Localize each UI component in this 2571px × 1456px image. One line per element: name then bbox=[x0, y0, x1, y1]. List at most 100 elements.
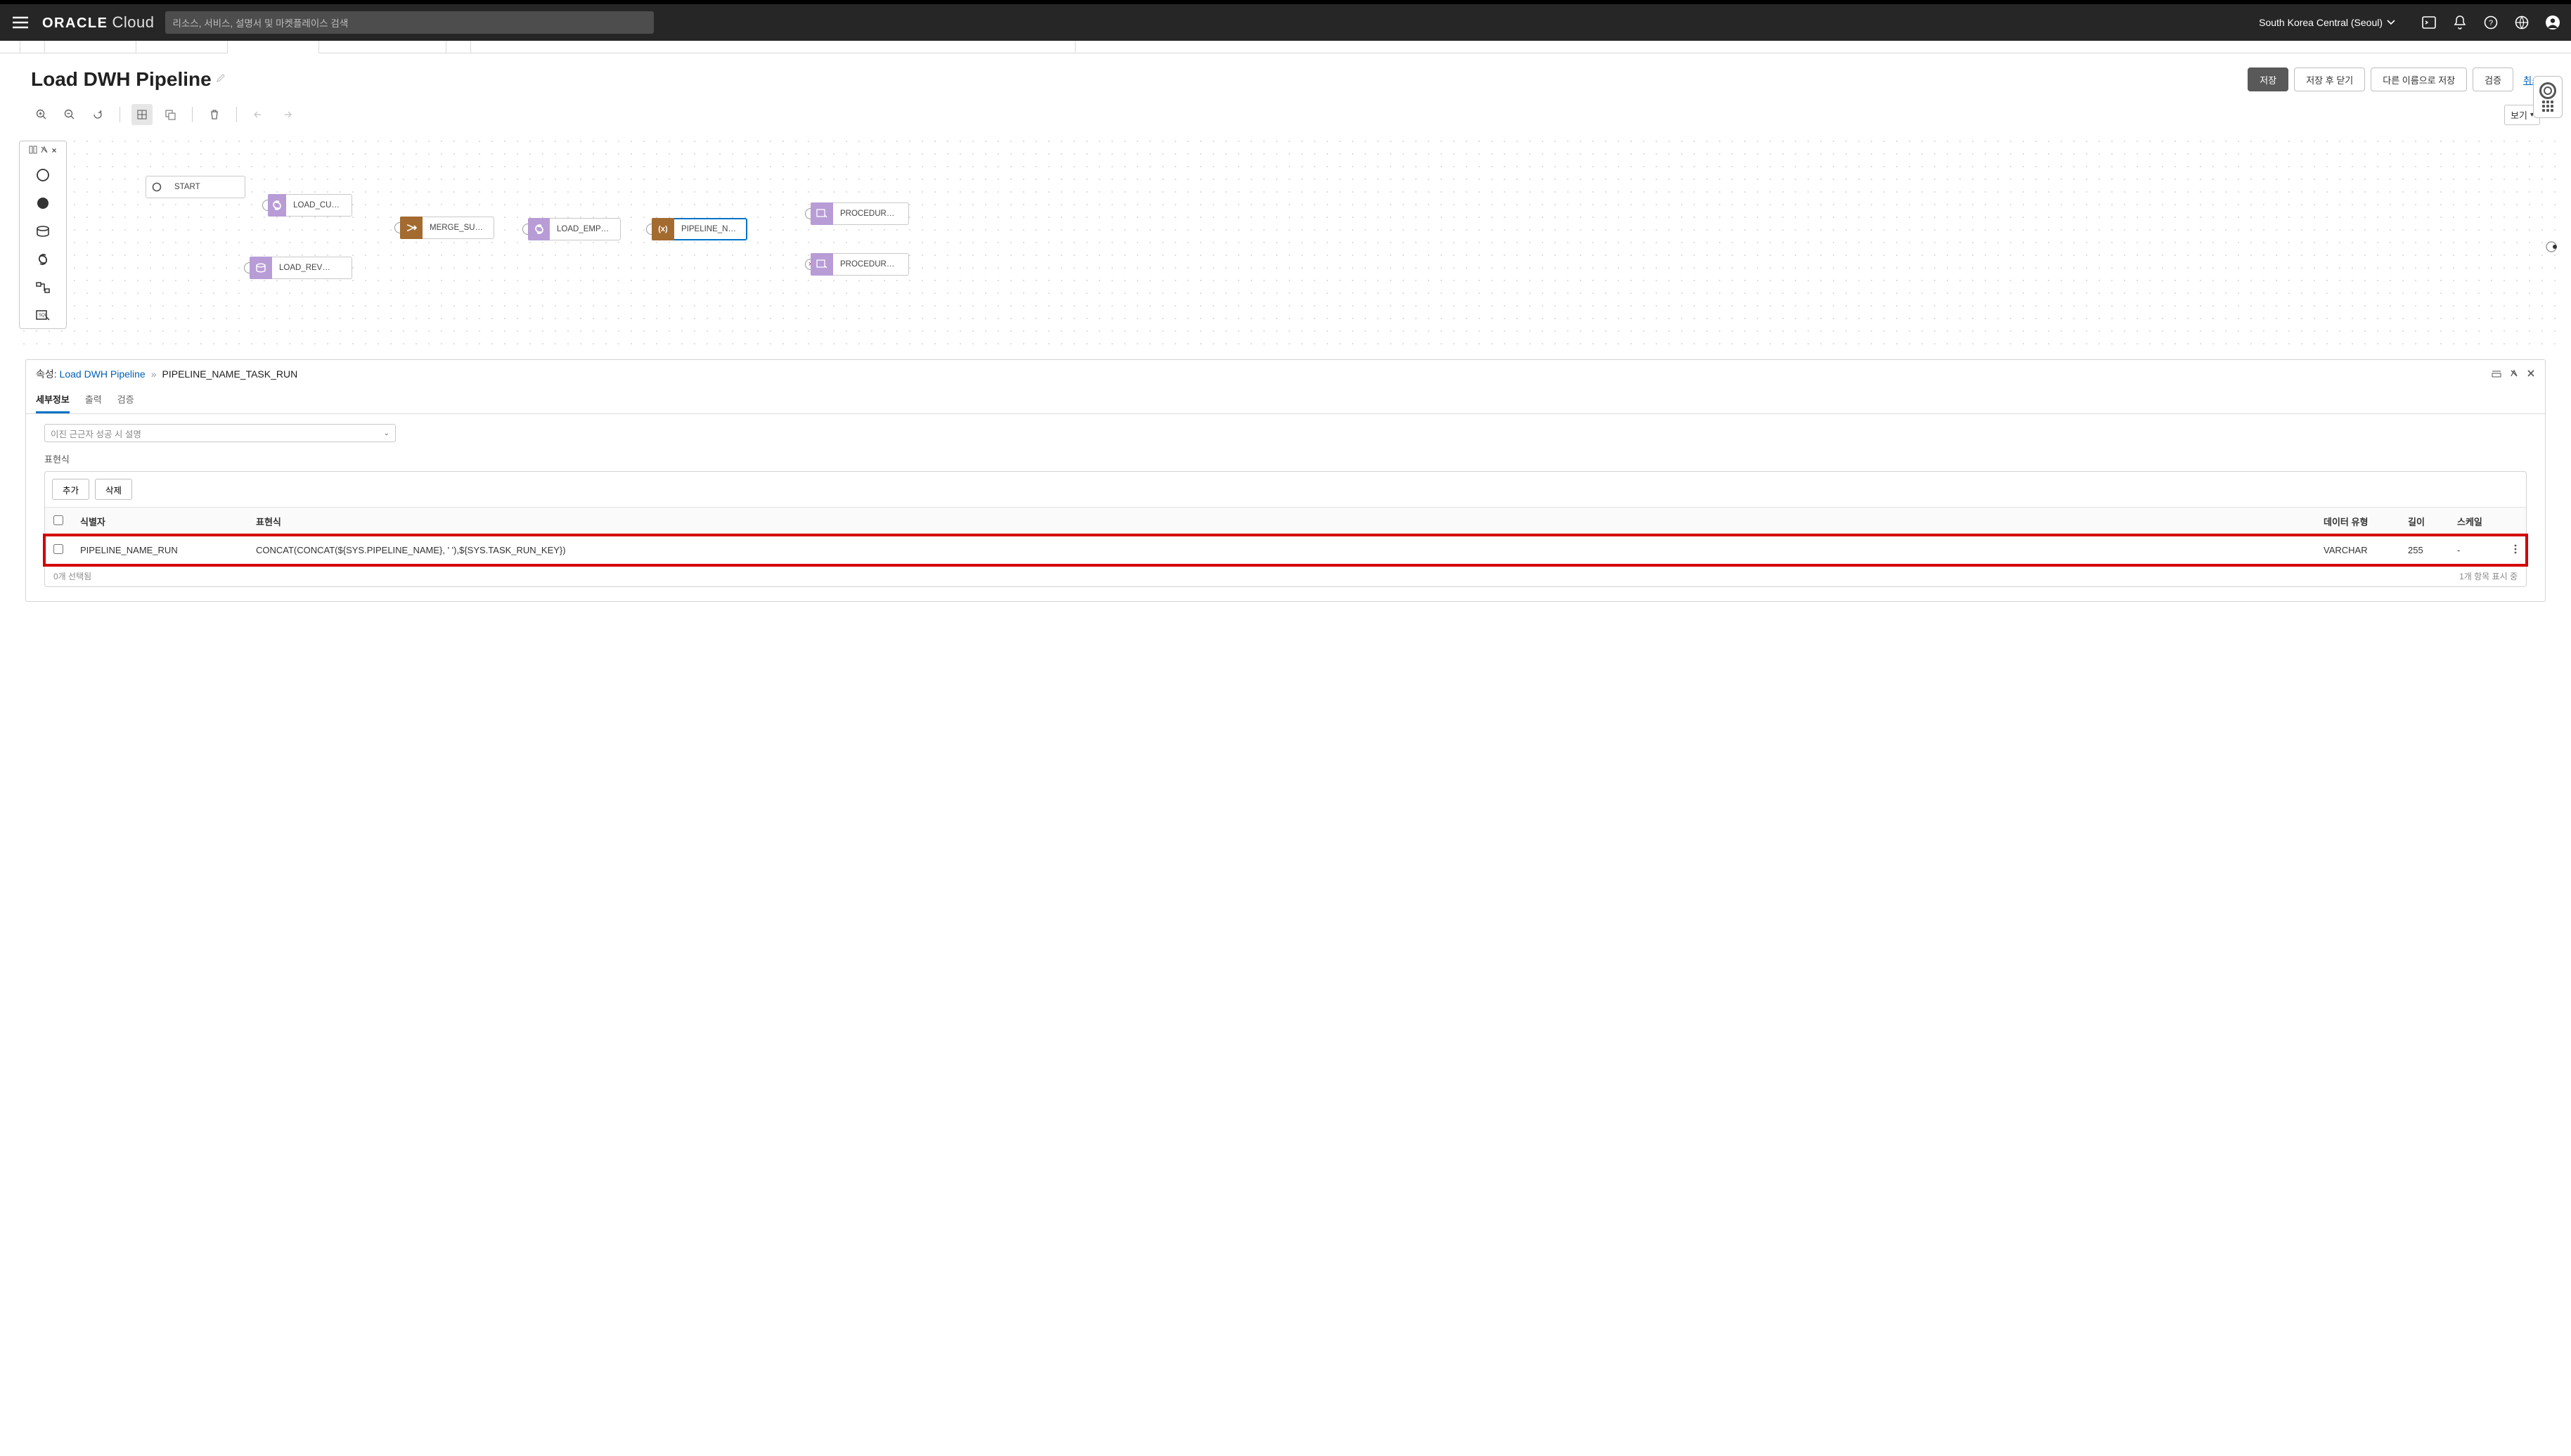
save-as-button[interactable]: 다른 이름으로 저장 bbox=[2371, 67, 2467, 91]
top-header: ORACLE Cloud 리소스, 서비스, 설명서 및 마켓플레이스 검색 S… bbox=[0, 0, 2571, 41]
zoom-in-icon[interactable] bbox=[31, 104, 52, 125]
row-datatype: VARCHAR bbox=[2315, 536, 2399, 565]
table-footer: 0개 선택됨 1개 항목 표시 중 bbox=[45, 565, 2526, 586]
merge-icon bbox=[400, 217, 423, 239]
column-scale: 스케일 bbox=[2449, 508, 2505, 536]
row-checkbox[interactable] bbox=[45, 536, 72, 565]
dev-tools-icon[interactable] bbox=[2421, 14, 2437, 31]
breadcrumb-sep: » bbox=[151, 368, 157, 380]
add-expression-button[interactable]: 추가 bbox=[52, 479, 89, 500]
pipeline-canvas[interactable]: × SQL START bbox=[14, 131, 2557, 349]
save-and-close-button[interactable]: 저장 후 닫기 bbox=[2294, 67, 2365, 91]
palette-dataloader-icon[interactable] bbox=[34, 251, 51, 268]
palette-integration-icon[interactable] bbox=[34, 223, 51, 240]
grid-toggle-icon[interactable] bbox=[131, 104, 153, 125]
page-title-row: Load DWH Pipeline 저장 저장 후 닫기 다른 이름으로 저장 … bbox=[0, 53, 2571, 98]
redo-icon[interactable] bbox=[276, 104, 297, 125]
node-label: PIPELINE_NA… bbox=[674, 225, 745, 233]
palette-end-icon[interactable] bbox=[34, 195, 51, 212]
view-label: 보기 bbox=[2511, 108, 2527, 122]
oracle-cloud-logo[interactable]: ORACLE Cloud bbox=[42, 13, 154, 32]
header-icon-group: ? bbox=[2421, 14, 2561, 31]
edit-title-icon[interactable] bbox=[216, 73, 226, 86]
dropdown-value: 이진 근근자 성공 시 설명 bbox=[51, 427, 141, 440]
logo-cloud-text: Cloud bbox=[112, 13, 154, 32]
node-load-emplo[interactable]: LOAD_EMPLO… bbox=[528, 218, 621, 240]
palette-start-icon[interactable] bbox=[34, 167, 51, 183]
designer-tab[interactable] bbox=[446, 41, 471, 53]
node-load-reven[interactable]: LOAD_REVEN… bbox=[250, 257, 352, 279]
row-identifier: PIPELINE_NAME_RUN bbox=[72, 536, 247, 565]
node-load-custo[interactable]: LOAD_CUSTO… bbox=[268, 194, 352, 217]
designer-tab[interactable] bbox=[45, 41, 136, 53]
node-label: MERGE_SUCC… bbox=[423, 224, 493, 232]
tab-details[interactable]: 세부정보 bbox=[36, 387, 70, 413]
node-label: LOAD_CUSTO… bbox=[286, 201, 352, 210]
properties-tabs: 세부정보 출력 검증 bbox=[26, 387, 2545, 414]
item-count: 1개 항목 표시 중 bbox=[2459, 570, 2518, 582]
row-length: 255 bbox=[2399, 536, 2449, 565]
copy-icon[interactable] bbox=[160, 104, 181, 125]
node-label: PROCEDURE_… bbox=[833, 210, 903, 218]
help-icon[interactable]: ? bbox=[2482, 14, 2499, 31]
dataloader-icon bbox=[268, 194, 286, 217]
designer-tab-active[interactable] bbox=[228, 41, 319, 53]
user-avatar-icon[interactable] bbox=[2544, 14, 2561, 31]
node-pipeline-na[interactable]: (x) PIPELINE_NA… bbox=[652, 218, 747, 240]
panel-maximize-icon[interactable] bbox=[2510, 368, 2518, 380]
node-label: PROCEDURE_… bbox=[833, 260, 903, 269]
delete-expression-button[interactable]: 삭제 bbox=[95, 479, 132, 500]
breadcrumb-current: PIPELINE_NAME_TASK_RUN bbox=[162, 368, 298, 380]
tab-validate[interactable]: 검증 bbox=[117, 387, 134, 413]
svg-text:SQL: SQL bbox=[39, 314, 48, 318]
panel-minimize-icon[interactable] bbox=[2492, 368, 2501, 380]
sql-icon bbox=[811, 253, 833, 276]
node-start[interactable]: START bbox=[146, 176, 245, 198]
grid-dots-icon bbox=[2542, 101, 2553, 112]
designer-tabs-row bbox=[0, 41, 2571, 53]
trigger-condition-dropdown[interactable]: 이진 근근자 성공 시 설명 ⌄ bbox=[44, 424, 396, 442]
page-title: Load DWH Pipeline bbox=[31, 68, 212, 91]
palette-pipeline-icon[interactable] bbox=[34, 279, 51, 296]
node-label: LOAD_EMPLO… bbox=[550, 225, 620, 233]
expression-section-label: 표현식 bbox=[44, 452, 2527, 465]
region-selector[interactable]: South Korea Central (Seoul) bbox=[2259, 17, 2395, 28]
designer-tab[interactable] bbox=[20, 41, 45, 53]
node-procedure-2[interactable]: PROCEDURE_… bbox=[811, 253, 909, 276]
hamburger-menu-icon[interactable] bbox=[10, 12, 31, 34]
undo-icon[interactable] bbox=[248, 104, 269, 125]
tab-output[interactable]: 출력 bbox=[85, 387, 102, 413]
lifesaver-icon bbox=[2539, 82, 2556, 99]
canvas-toolbar: 보기 ▾ bbox=[0, 98, 2571, 131]
designer-tab[interactable] bbox=[136, 41, 228, 53]
palette-header-icons[interactable]: × bbox=[29, 146, 56, 155]
panel-close-icon[interactable] bbox=[2527, 368, 2535, 380]
logo-oracle-text: ORACLE bbox=[42, 15, 108, 32]
node-end-port[interactable] bbox=[2545, 240, 2558, 257]
expression-row[interactable]: PIPELINE_NAME_RUN CONCAT(CONCAT(${SYS.PI… bbox=[45, 536, 2526, 565]
operator-palette: × SQL bbox=[19, 141, 67, 329]
sql-icon bbox=[811, 202, 833, 225]
row-actions-menu-icon[interactable] bbox=[2505, 536, 2526, 565]
designer-tab[interactable] bbox=[471, 41, 1076, 53]
row-expression: CONCAT(CONCAT(${SYS.PIPELINE_NAME}, ' ')… bbox=[247, 536, 2315, 565]
validate-button[interactable]: 검증 bbox=[2473, 67, 2513, 91]
global-search-input[interactable]: 리소스, 서비스, 설명서 및 마켓플레이스 검색 bbox=[165, 11, 654, 34]
notifications-icon[interactable] bbox=[2451, 14, 2468, 31]
selection-count: 0개 선택됨 bbox=[53, 570, 91, 582]
column-length: 길이 bbox=[2399, 508, 2449, 536]
select-all-checkbox-header[interactable] bbox=[45, 508, 72, 536]
zoom-out-icon[interactable] bbox=[59, 104, 80, 125]
save-button[interactable]: 저장 bbox=[2248, 67, 2288, 91]
integration-icon bbox=[250, 257, 272, 279]
help-widget[interactable] bbox=[2533, 76, 2563, 118]
node-procedure-1[interactable]: PROCEDURE_… bbox=[811, 202, 909, 225]
column-expression: 표현식 bbox=[247, 508, 2315, 536]
globe-icon[interactable] bbox=[2513, 14, 2530, 31]
search-placeholder: 리소스, 서비스, 설명서 및 마켓플레이스 검색 bbox=[172, 15, 348, 30]
node-merge-succ[interactable]: MERGE_SUCC… bbox=[400, 217, 494, 239]
reset-zoom-icon[interactable] bbox=[87, 104, 108, 125]
palette-sql-icon[interactable]: SQL bbox=[34, 307, 51, 324]
delete-icon[interactable] bbox=[204, 104, 225, 125]
breadcrumb-link[interactable]: Load DWH Pipeline bbox=[60, 368, 146, 380]
